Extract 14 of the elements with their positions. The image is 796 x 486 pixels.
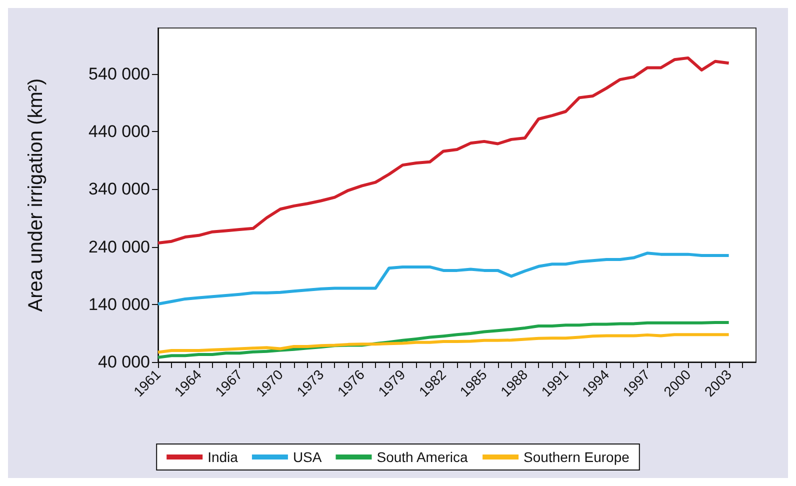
y-tick-label: 340 000 (88, 180, 150, 199)
legend-label: Southern Europe (524, 449, 630, 465)
y-axis-title: Area under irrigation (km²) (25, 78, 47, 312)
line-series (156, 56, 730, 244)
y-tick-label: 40 000 (98, 352, 150, 372)
y-tick-label: 240 000 (88, 237, 150, 256)
y-tick-label: 440 000 (88, 122, 150, 142)
y-tick-label: 140 000 (88, 294, 150, 314)
legend-label: South America (376, 449, 468, 465)
line-series (156, 252, 730, 306)
line-series (156, 333, 730, 354)
y-tick-label: 540 000 (88, 64, 150, 84)
legend-label: India (208, 449, 238, 465)
legend-label: USA (292, 449, 322, 465)
